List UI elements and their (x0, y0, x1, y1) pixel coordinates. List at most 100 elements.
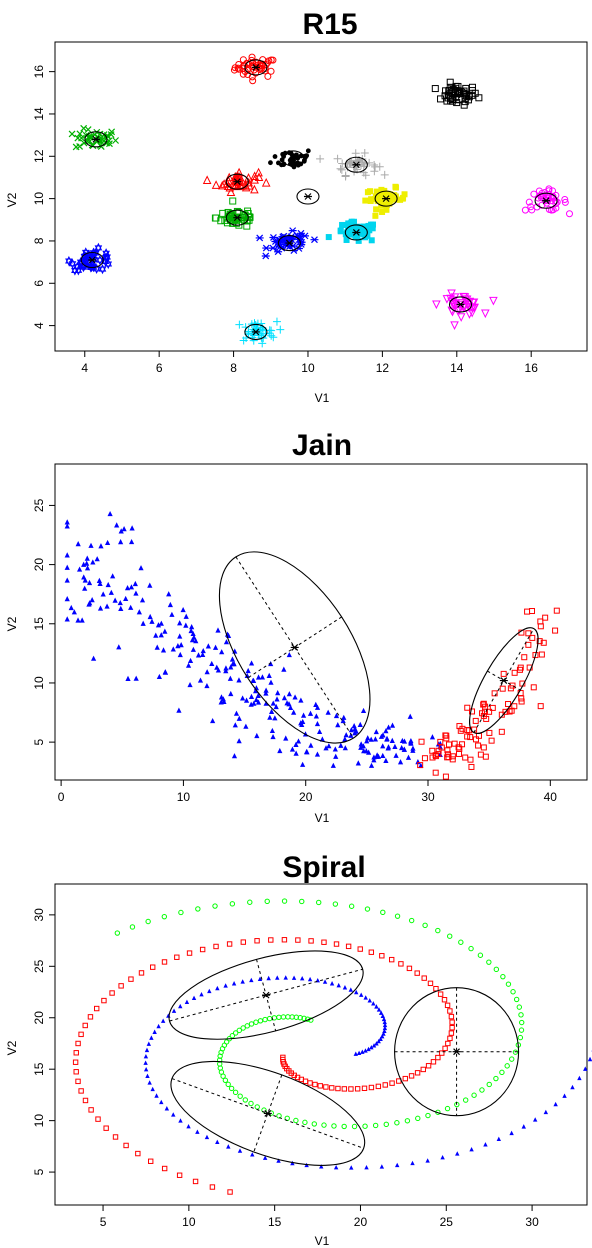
data-point (261, 177, 271, 187)
data-point (481, 309, 490, 319)
data-point (319, 736, 325, 742)
data-point (308, 742, 314, 748)
data-point (480, 701, 487, 708)
data-point (266, 1015, 273, 1022)
data-point (295, 155, 301, 161)
data-point (380, 170, 389, 179)
data-point (380, 752, 386, 759)
data-point (518, 1027, 525, 1033)
data-point (378, 200, 385, 207)
data-point (202, 175, 212, 184)
data-point (543, 1109, 549, 1115)
data-point (259, 56, 267, 64)
data-point (451, 740, 458, 747)
data-point (229, 901, 236, 907)
data-point (298, 720, 304, 726)
data-point (189, 624, 195, 630)
data-point (367, 998, 372, 1003)
cluster-center (233, 214, 242, 222)
data-point (237, 1148, 243, 1153)
data-point (96, 141, 104, 149)
data-point (307, 976, 313, 982)
data-point (527, 203, 535, 211)
data-point (325, 709, 331, 715)
data-point (231, 753, 238, 759)
data-point (186, 950, 193, 956)
data-point (233, 207, 241, 215)
data-point (129, 525, 135, 531)
data-point (231, 661, 237, 667)
data-point (389, 737, 395, 743)
data-point (307, 710, 314, 716)
cluster-center (285, 239, 294, 247)
data-point (470, 303, 479, 313)
data-point (349, 1165, 354, 1170)
data-point (358, 227, 365, 234)
data-point (357, 721, 363, 727)
data-point (462, 754, 469, 761)
data-point (98, 543, 104, 549)
x-tick-label: 4 (81, 361, 88, 375)
data-point (371, 1001, 376, 1006)
data-point (432, 769, 439, 776)
data-point (118, 605, 124, 611)
cluster-ellipse (281, 150, 305, 167)
data-point (348, 987, 354, 992)
data-point (185, 662, 192, 668)
data-point (94, 556, 100, 562)
data-point (82, 1022, 88, 1029)
data-point (372, 1122, 379, 1129)
data-point (316, 899, 322, 906)
data-point (323, 745, 329, 751)
data-point (108, 589, 114, 595)
data-point (356, 1050, 362, 1056)
data-point (432, 300, 441, 310)
data-point (188, 627, 194, 634)
data-point (128, 604, 134, 610)
data-point (274, 696, 280, 702)
data-point (333, 154, 342, 163)
data-point (342, 985, 348, 990)
data-point (304, 749, 310, 755)
data-point (518, 695, 525, 702)
cluster-center (88, 256, 97, 264)
data-point (64, 552, 70, 558)
data-point (449, 753, 456, 760)
data-point (161, 959, 168, 965)
data-point (162, 628, 168, 634)
cluster-ellipse (84, 131, 108, 148)
cluster-ellipse (244, 59, 268, 76)
data-point (553, 607, 560, 614)
data-point (545, 185, 553, 193)
data-point (333, 753, 339, 759)
data-point (228, 1085, 235, 1092)
data-point (191, 995, 197, 1001)
data-point (254, 938, 260, 944)
data-point (161, 913, 168, 920)
data-point (300, 761, 306, 767)
data-point (329, 1085, 335, 1091)
data-point (177, 633, 183, 639)
data-point (195, 652, 202, 658)
data-point (236, 738, 242, 744)
cluster-ellipse (225, 209, 249, 226)
data-point (248, 1021, 255, 1027)
data-point (475, 94, 483, 102)
x-tick-label: 6 (156, 361, 163, 375)
data-point (293, 1117, 299, 1124)
data-point (449, 300, 459, 309)
data-point (326, 743, 332, 749)
data-point (368, 949, 375, 955)
data-point (467, 756, 474, 763)
data-point (445, 87, 453, 95)
data-point (243, 723, 249, 729)
data-point (372, 212, 379, 219)
data-point (583, 1066, 588, 1071)
data-point (460, 101, 468, 109)
data-point (332, 746, 338, 752)
data-point (258, 62, 266, 70)
data-point (71, 609, 77, 615)
data-point (272, 154, 278, 159)
data-point (76, 143, 84, 150)
